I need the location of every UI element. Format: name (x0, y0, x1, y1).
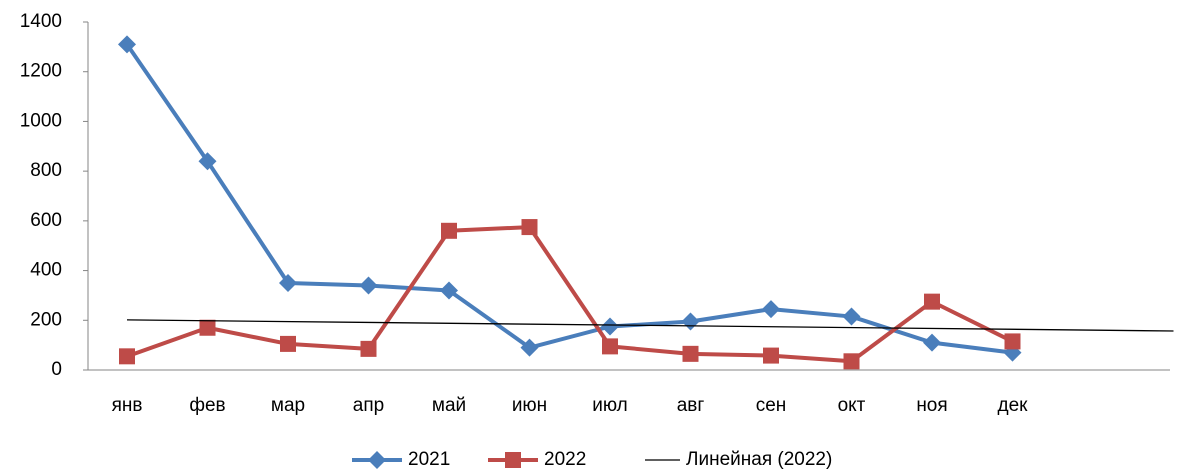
point (923, 333, 941, 352)
point (199, 319, 216, 336)
point (441, 222, 457, 239)
legend-label: 2021 (408, 449, 450, 470)
point (359, 276, 378, 295)
x-tick-label: июн (512, 395, 547, 416)
point (602, 338, 618, 355)
y-tick-label: 600 (30, 210, 62, 231)
point (520, 338, 539, 357)
series-line (126, 225, 1014, 364)
point (521, 219, 538, 236)
point (440, 281, 458, 300)
point (842, 307, 861, 326)
x-tick-label: апр (353, 395, 384, 416)
series-line (125, 43, 1013, 355)
legend-marker (368, 451, 386, 469)
point (601, 317, 619, 336)
x-tick-label: авг (677, 395, 705, 416)
y-tick-label: 1400 (20, 11, 62, 32)
x-tick-label: ноя (916, 395, 947, 416)
x-tick-label: июл (592, 395, 628, 416)
x-tick-label: окт (838, 395, 866, 416)
point (763, 347, 779, 364)
x-tick-label: мар (271, 395, 305, 416)
trendline (126, 319, 1174, 332)
x-tick-label: янв (112, 395, 143, 416)
legend-label: 2022 (544, 449, 586, 470)
x-tick-label: май (432, 395, 466, 416)
point (119, 348, 135, 365)
point (843, 353, 860, 370)
point (118, 35, 136, 54)
x-tick-label: дек (998, 395, 1029, 416)
point (280, 335, 296, 352)
point (762, 300, 780, 319)
x-tick-label: сен (756, 395, 787, 416)
y-tick-label: 200 (30, 309, 62, 330)
point (279, 274, 297, 292)
point (924, 293, 940, 310)
legend-label: Линейная (2022) (686, 449, 832, 470)
y-tick-label: 1000 (20, 110, 62, 131)
point (360, 340, 377, 357)
point (682, 345, 699, 362)
y-tick-label: 400 (30, 260, 62, 281)
y-tick-label: 0 (51, 359, 62, 380)
point (198, 152, 217, 171)
point (681, 312, 700, 331)
y-tick-label: 800 (30, 160, 62, 181)
y-tick-label: 1200 (20, 61, 62, 82)
legend-marker (505, 452, 521, 468)
x-tick-label: фев (189, 395, 225, 416)
point (1004, 333, 1021, 350)
